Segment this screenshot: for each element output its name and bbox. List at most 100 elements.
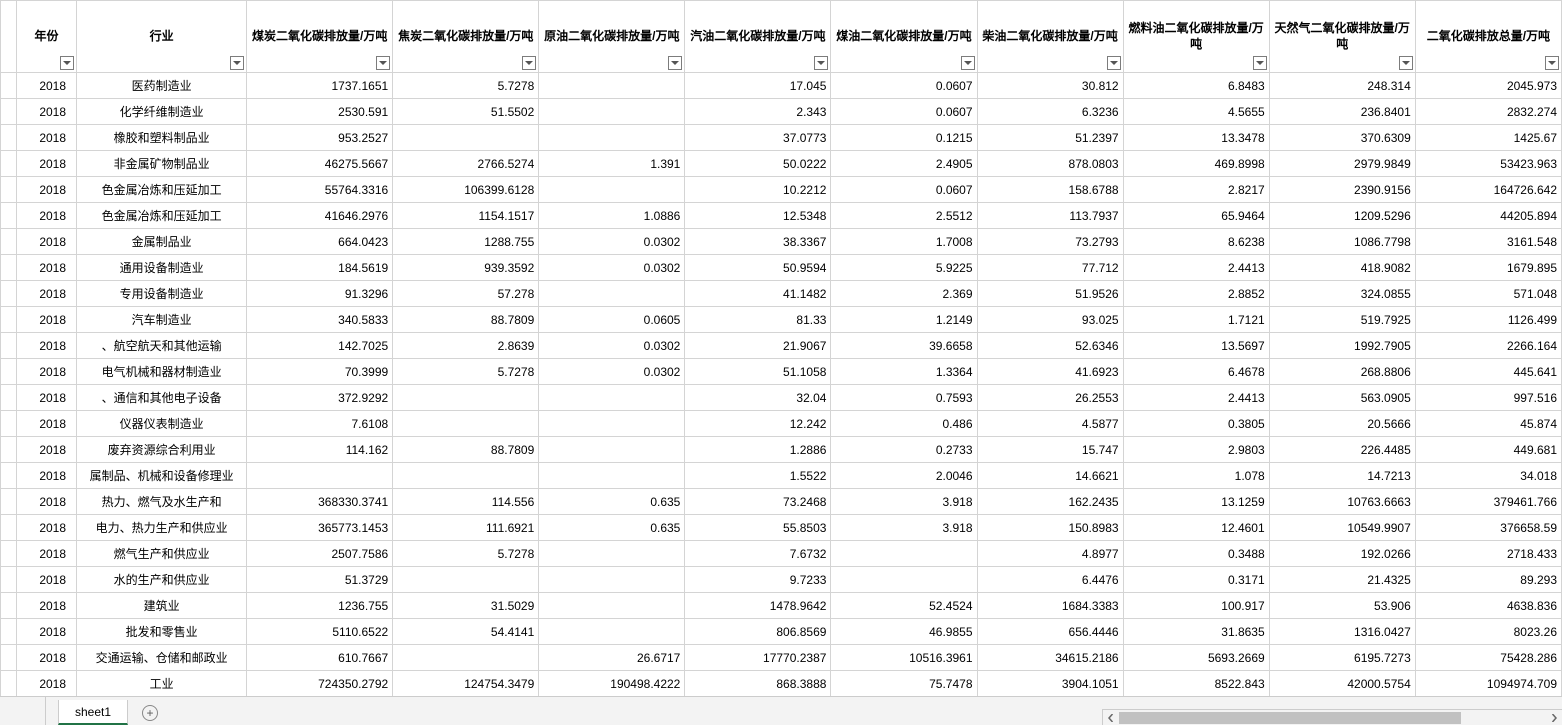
cell-kerosene[interactable]: 0.0607 — [831, 99, 977, 125]
cell-coke[interactable]: 57.278 — [393, 281, 539, 307]
cell-diesel[interactable]: 878.0803 — [977, 151, 1123, 177]
table-row[interactable]: 2018专用设备制造业91.329657.27841.14822.36951.9… — [1, 281, 1562, 307]
cell-natgas[interactable]: 20.5666 — [1269, 411, 1415, 437]
cell-coal[interactable]: 5110.6522 — [247, 619, 393, 645]
cell-kerosene[interactable]: 3.918 — [831, 489, 977, 515]
cell-diesel[interactable]: 30.812 — [977, 73, 1123, 99]
cell-fueloil[interactable]: 13.5697 — [1123, 333, 1269, 359]
cell-diesel[interactable]: 162.2435 — [977, 489, 1123, 515]
cell-industry[interactable]: 医药制造业 — [77, 73, 247, 99]
cell-diesel[interactable]: 6.3236 — [977, 99, 1123, 125]
filter-dropdown-button[interactable] — [230, 56, 244, 70]
cell-fueloil[interactable]: 0.3488 — [1123, 541, 1269, 567]
cell-gasoline[interactable]: 17770.2387 — [685, 645, 831, 671]
cell-coke[interactable]: 124754.3479 — [393, 671, 539, 697]
cell-coke[interactable]: 1154.1517 — [393, 203, 539, 229]
cell-kerosene[interactable] — [831, 541, 977, 567]
cell-natgas[interactable]: 14.7213 — [1269, 463, 1415, 489]
cell-natgas[interactable]: 563.0905 — [1269, 385, 1415, 411]
cell-fueloil[interactable]: 469.8998 — [1123, 151, 1269, 177]
table-row[interactable]: 2018电气机械和器材制造业70.39995.72780.030251.1058… — [1, 359, 1562, 385]
table-row[interactable]: 2018批发和零售业5110.652254.4141806.856946.985… — [1, 619, 1562, 645]
cell-gasoline[interactable]: 32.04 — [685, 385, 831, 411]
table-row[interactable]: 2018废弃资源综合利用业114.16288.78091.28860.27331… — [1, 437, 1562, 463]
cell-year[interactable]: 2018 — [17, 567, 77, 593]
cell-fueloil[interactable]: 1.7121 — [1123, 307, 1269, 333]
cell-year[interactable]: 2018 — [17, 463, 77, 489]
cell-total[interactable]: 164726.642 — [1415, 177, 1561, 203]
cell-industry[interactable]: 热力、燃气及水生产和 — [77, 489, 247, 515]
cell-total[interactable]: 571.048 — [1415, 281, 1561, 307]
cell-industry[interactable]: 属制品、机械和设备修理业 — [77, 463, 247, 489]
cell-coal[interactable]: 51.3729 — [247, 567, 393, 593]
cell-fueloil[interactable]: 1.078 — [1123, 463, 1269, 489]
cell-year[interactable]: 2018 — [17, 203, 77, 229]
cell-coke[interactable] — [393, 385, 539, 411]
cell-crude[interactable] — [539, 567, 685, 593]
cell-year[interactable]: 2018 — [17, 645, 77, 671]
cell-fueloil[interactable]: 31.8635 — [1123, 619, 1269, 645]
cell-diesel[interactable]: 41.6923 — [977, 359, 1123, 385]
cell-gasoline[interactable]: 10.2212 — [685, 177, 831, 203]
cell-diesel[interactable]: 93.025 — [977, 307, 1123, 333]
cell-coal[interactable]: 372.9292 — [247, 385, 393, 411]
cell-total[interactable]: 997.516 — [1415, 385, 1561, 411]
cell-diesel[interactable]: 3904.1051 — [977, 671, 1123, 697]
cell-coal[interactable]: 41646.2976 — [247, 203, 393, 229]
cell-coke[interactable]: 114.556 — [393, 489, 539, 515]
cell-fueloil[interactable]: 13.3478 — [1123, 125, 1269, 151]
filter-dropdown-button[interactable] — [1253, 56, 1267, 70]
cell-gasoline[interactable]: 51.1058 — [685, 359, 831, 385]
table-row[interactable]: 2018、通信和其他电子设备372.929232.040.759326.2553… — [1, 385, 1562, 411]
cell-coke[interactable]: 51.5502 — [393, 99, 539, 125]
table-row[interactable]: 2018燃气生产和供应业2507.75865.72787.67324.89770… — [1, 541, 1562, 567]
cell-total[interactable]: 1126.499 — [1415, 307, 1561, 333]
cell-coke[interactable]: 5.7278 — [393, 359, 539, 385]
cell-total[interactable]: 1679.895 — [1415, 255, 1561, 281]
cell-crude[interactable] — [539, 437, 685, 463]
cell-total[interactable]: 2045.973 — [1415, 73, 1561, 99]
cell-crude[interactable] — [539, 541, 685, 567]
cell-gasoline[interactable]: 12.242 — [685, 411, 831, 437]
cell-gasoline[interactable]: 1.2886 — [685, 437, 831, 463]
cell-kerosene[interactable]: 2.369 — [831, 281, 977, 307]
cell-industry[interactable]: 批发和零售业 — [77, 619, 247, 645]
cell-natgas[interactable]: 1209.5296 — [1269, 203, 1415, 229]
cell-gasoline[interactable]: 1.5522 — [685, 463, 831, 489]
table-row[interactable]: 2018、航空航天和其他运输142.70252.86390.030221.906… — [1, 333, 1562, 359]
cell-kerosene[interactable]: 3.918 — [831, 515, 977, 541]
cell-gasoline[interactable]: 806.8569 — [685, 619, 831, 645]
cell-industry[interactable]: 色金属冶炼和压延加工 — [77, 203, 247, 229]
cell-coal[interactable]: 664.0423 — [247, 229, 393, 255]
filter-dropdown-button[interactable] — [668, 56, 682, 70]
cell-diesel[interactable]: 4.5877 — [977, 411, 1123, 437]
cell-gasoline[interactable]: 55.8503 — [685, 515, 831, 541]
cell-natgas[interactable]: 2979.9849 — [1269, 151, 1415, 177]
cell-kerosene[interactable]: 75.7478 — [831, 671, 977, 697]
table-row[interactable]: 2018热力、燃气及水生产和368330.3741114.5560.63573.… — [1, 489, 1562, 515]
cell-coal[interactable]: 184.5619 — [247, 255, 393, 281]
cell-fueloil[interactable]: 6.8483 — [1123, 73, 1269, 99]
cell-industry[interactable]: 废弃资源综合利用业 — [77, 437, 247, 463]
cell-crude[interactable]: 0.0605 — [539, 307, 685, 333]
cell-kerosene[interactable]: 10516.3961 — [831, 645, 977, 671]
table-row[interactable]: 2018橡胶和塑料制品业953.252737.07730.121551.2397… — [1, 125, 1562, 151]
cell-industry[interactable]: 工业 — [77, 671, 247, 697]
cell-year[interactable]: 2018 — [17, 177, 77, 203]
table-row[interactable]: 2018色金属冶炼和压延加工55764.3316106399.612810.22… — [1, 177, 1562, 203]
cell-industry[interactable]: 色金属冶炼和压延加工 — [77, 177, 247, 203]
cell-year[interactable]: 2018 — [17, 437, 77, 463]
cell-coke[interactable]: 5.7278 — [393, 541, 539, 567]
cell-industry[interactable]: 橡胶和塑料制品业 — [77, 125, 247, 151]
cell-diesel[interactable]: 656.4446 — [977, 619, 1123, 645]
cell-diesel[interactable]: 15.747 — [977, 437, 1123, 463]
cell-gasoline[interactable]: 50.0222 — [685, 151, 831, 177]
cell-crude[interactable]: 1.0886 — [539, 203, 685, 229]
cell-coke[interactable] — [393, 645, 539, 671]
cell-total[interactable]: 3161.548 — [1415, 229, 1561, 255]
cell-natgas[interactable]: 10549.9907 — [1269, 515, 1415, 541]
cell-coke[interactable]: 106399.6128 — [393, 177, 539, 203]
cell-coal[interactable]: 91.3296 — [247, 281, 393, 307]
cell-crude[interactable]: 0.635 — [539, 489, 685, 515]
filter-dropdown-button[interactable] — [376, 56, 390, 70]
